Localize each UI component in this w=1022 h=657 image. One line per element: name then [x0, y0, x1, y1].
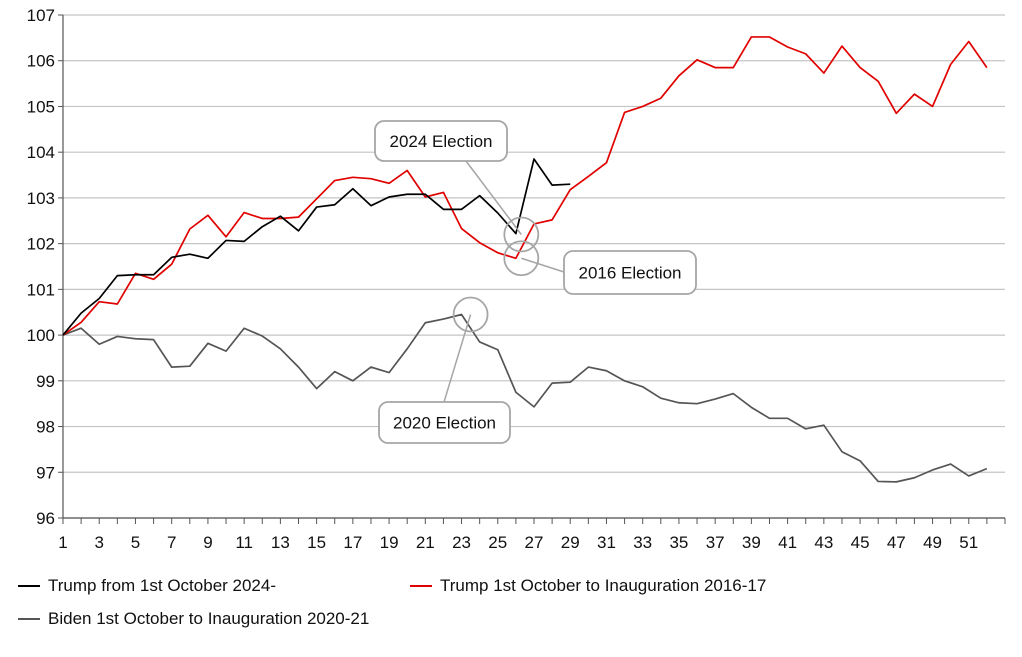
annotation-box	[374, 120, 508, 162]
x-tick-label: 33	[633, 533, 652, 552]
x-tick-label: 21	[416, 533, 435, 552]
x-tick-label: 43	[814, 533, 833, 552]
x-tick-label: 37	[706, 533, 725, 552]
x-tick-label: 23	[452, 533, 471, 552]
legend-label-biden-2020: Biden 1st October to Inauguration 2020-2…	[48, 609, 370, 628]
y-tick-label: 99	[36, 372, 55, 391]
y-tick-label: 96	[36, 509, 55, 528]
legend-item-trump-2024: Trump from 1st October 2024-	[18, 576, 276, 596]
x-tick-label: 19	[380, 533, 399, 552]
legend-swatch-trump-2016	[410, 585, 432, 587]
annotation-box	[563, 250, 697, 295]
annotation-label: 2024 Election	[389, 132, 492, 151]
x-tick-label: 7	[167, 533, 176, 552]
x-tick-label: 35	[669, 533, 688, 552]
x-tick-label: 45	[851, 533, 870, 552]
x-tick-label: 49	[923, 533, 942, 552]
y-tick-label: 98	[36, 418, 55, 437]
x-tick-label: 41	[778, 533, 797, 552]
legend-label-trump-2016: Trump 1st October to Inauguration 2016-1…	[440, 576, 767, 595]
x-tick-label: 31	[597, 533, 616, 552]
x-tick-label: 51	[959, 533, 978, 552]
series-line-2	[62, 158, 571, 336]
series-line-1	[62, 36, 988, 336]
y-tick-label: 105	[27, 97, 55, 116]
annotation-circle	[503, 216, 540, 253]
x-tick-label: 13	[271, 533, 290, 552]
annotation-circle	[503, 240, 540, 277]
y-tick-label: 104	[27, 143, 55, 162]
y-tick-label: 106	[27, 52, 55, 71]
x-tick-label: 27	[525, 533, 544, 552]
x-tick-label: 29	[561, 533, 580, 552]
annotation-connector	[465, 160, 522, 235]
x-tick-label: 47	[887, 533, 906, 552]
legend-item-trump-2016: Trump 1st October to Inauguration 2016-1…	[410, 576, 766, 596]
y-tick-label: 97	[36, 463, 55, 482]
y-tick-label: 101	[27, 280, 55, 299]
annotation-label: 2020 Election	[393, 414, 496, 433]
legend-label-trump-2024: Trump from 1st October 2024-	[48, 576, 277, 595]
y-tick-label: 107	[27, 6, 55, 25]
legend-swatch-trump-2024	[18, 585, 40, 587]
x-tick-label: 1	[58, 533, 67, 552]
annotation-connector	[521, 257, 565, 273]
legend-item-biden-2020: Biden 1st October to Inauguration 2020-2…	[18, 609, 369, 629]
x-tick-label: 39	[742, 533, 761, 552]
series-line-0	[62, 313, 988, 483]
annotation-label: 2016 Election	[578, 264, 681, 283]
x-tick-label: 5	[131, 533, 140, 552]
annotation-box	[378, 401, 511, 444]
y-tick-label: 102	[27, 235, 55, 254]
gridlines	[63, 14, 1005, 519]
legend: Trump from 1st October 2024- Trump 1st O…	[18, 574, 1008, 644]
legend-swatch-biden-2020	[18, 618, 40, 620]
x-tick-label: 3	[94, 533, 103, 552]
annotation-connector	[443, 314, 472, 403]
annotation-circle	[452, 296, 489, 333]
x-tick-label: 25	[488, 533, 507, 552]
annotations: 2024 Election 2016 Election 2020 Election	[374, 120, 697, 444]
y-tick-label: 103	[27, 189, 55, 208]
x-tick-label: 9	[203, 533, 212, 552]
x-tick-label: 11	[235, 533, 253, 552]
x-tick-label: 15	[307, 533, 326, 552]
x-tick-label: 17	[343, 533, 362, 552]
y-tick-label: 100	[27, 326, 55, 345]
